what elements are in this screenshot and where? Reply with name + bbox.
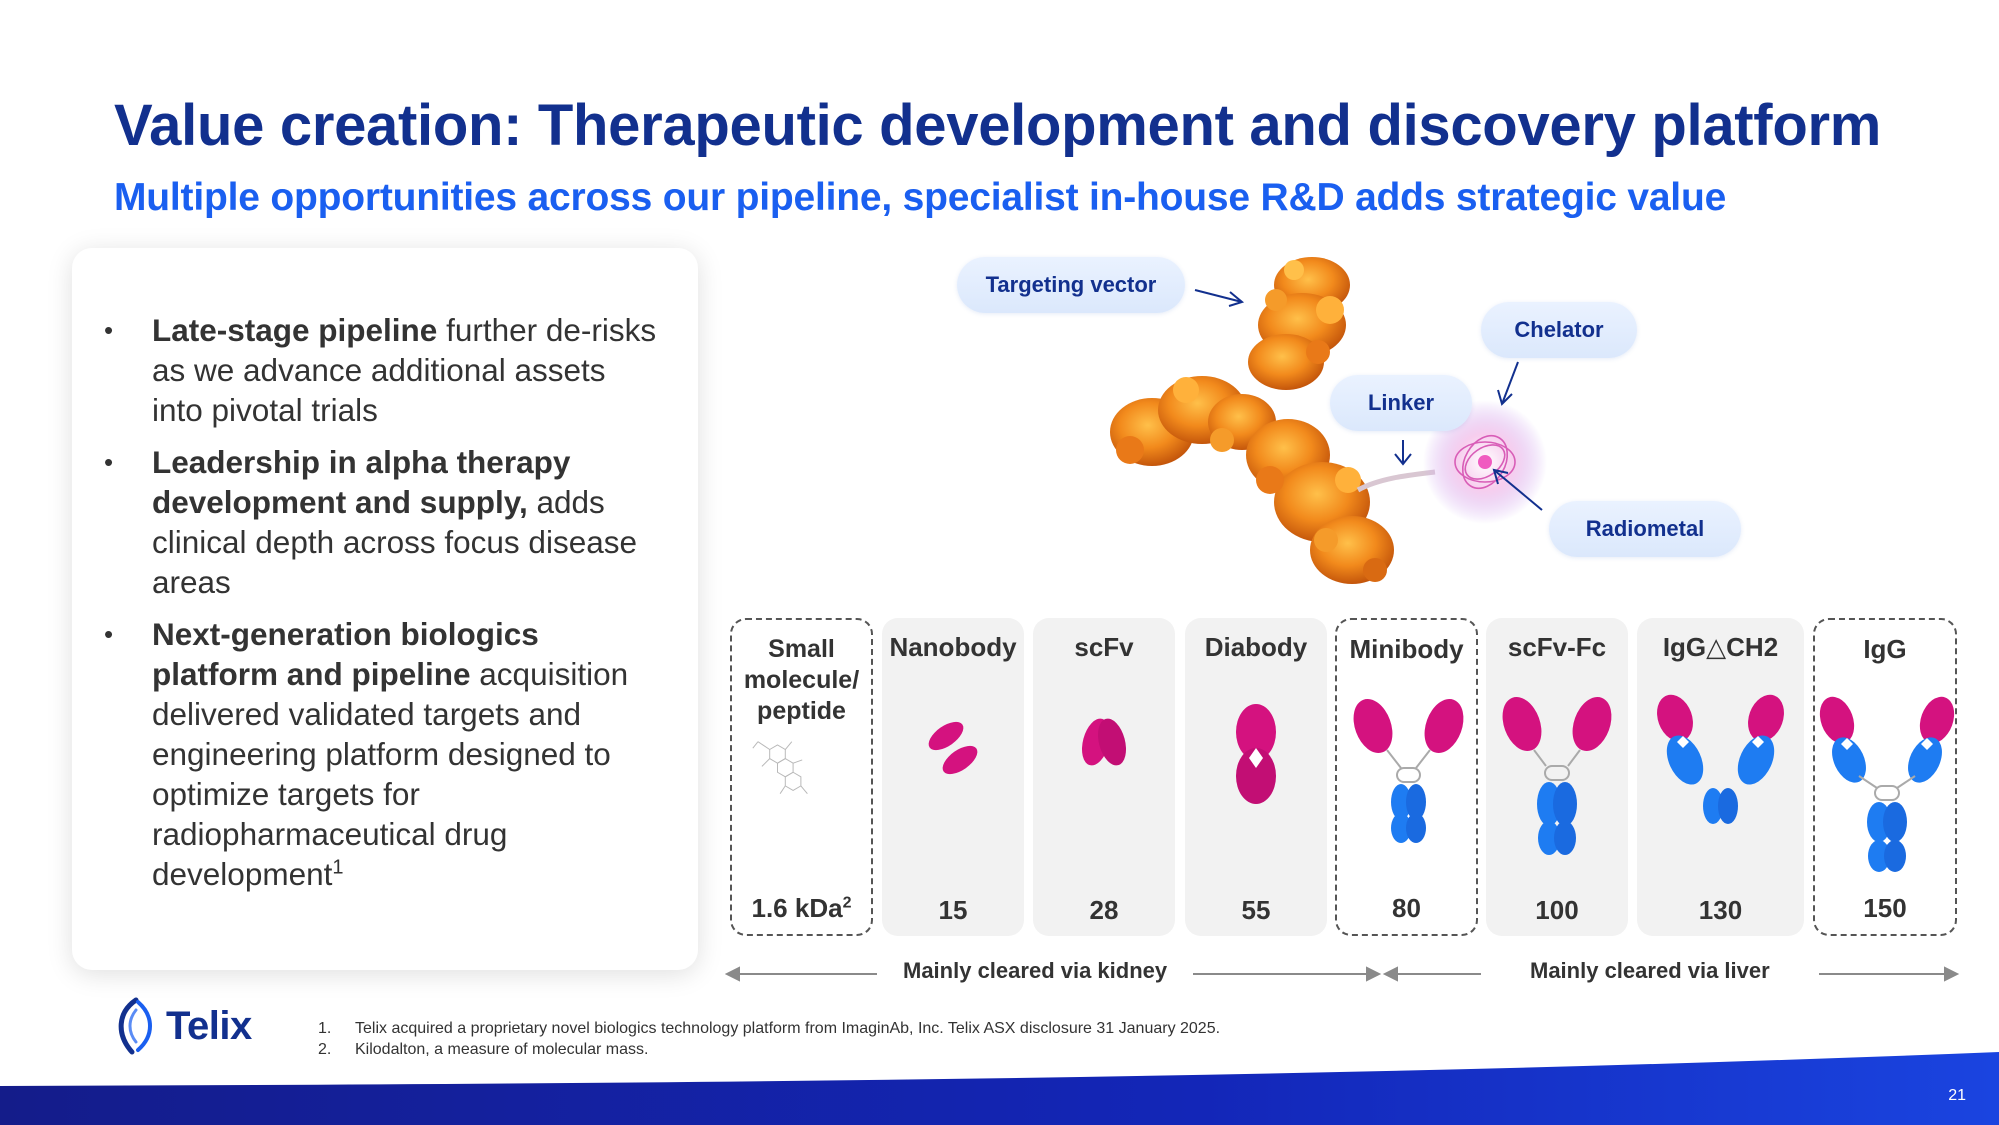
liver-clearance-label: Mainly cleared via liver: [1530, 958, 1770, 983]
format-card-diabody: Diabody 55: [1185, 618, 1327, 936]
bullet-text: Leadership in alpha therapy development …: [152, 442, 662, 602]
linker-strand: [1356, 469, 1436, 493]
bullet-text: Late-stage pipeline further de-risks as …: [152, 310, 662, 430]
format-size: 15: [938, 895, 968, 925]
bullet-item: • Late-stage pipeline further de-risks a…: [98, 310, 662, 430]
format-size: 55: [1241, 895, 1271, 925]
format-name: Diabody: [1204, 632, 1308, 662]
format-size: 100: [1535, 895, 1579, 925]
footnote-number: 2.: [318, 1041, 332, 1058]
footnote-number: 1.: [318, 1020, 332, 1037]
bullet-card: • Late-stage pipeline further de-risks a…: [72, 248, 698, 970]
format-size: 130: [1698, 895, 1743, 925]
minibody-icon: [1353, 698, 1464, 843]
bullet-rest: acquisition delivered validated targets …: [152, 656, 629, 892]
antibody-fc-region: [1246, 419, 1394, 584]
footnote-item: 1. Telix acquired a proprietary novel bi…: [318, 1018, 1220, 1039]
bullet-item: • Next-generation biologics platform and…: [98, 614, 662, 894]
format-card-nanobody: Nanobody 15: [882, 618, 1024, 936]
bullet-bold: Leadership in alpha therapy development …: [152, 444, 571, 520]
format-name: IgG: [1863, 634, 1907, 664]
nanobody-icon: [928, 721, 978, 775]
format-card-igg: IgG 150: [1813, 618, 1957, 936]
telix-logo-text: Telix: [166, 1003, 252, 1048]
format-name: Minibody: [1349, 634, 1464, 664]
kidney-clearance-label: Mainly cleared via kidney: [903, 958, 1168, 983]
page-subtitle: Multiple opportunities across our pipeli…: [114, 176, 1727, 219]
footnote-ref: 1: [332, 856, 344, 879]
format-card-scfv-fc: scFv-Fc 100: [1486, 618, 1628, 936]
bullet-item: • Leadership in alpha therapy developmen…: [98, 442, 662, 602]
antibody-format-row: Small molecule/ peptide 1.6 kDa2 Nanobod…: [730, 618, 1960, 940]
footnote-text: Telix acquired a proprietary novel biolo…: [355, 1020, 1221, 1037]
bullet-dot: •: [104, 447, 114, 477]
bullet-rest: further de-risks as we advance additiona…: [152, 312, 657, 428]
format-size: 28: [1089, 895, 1119, 925]
format-size: 80: [1392, 893, 1421, 923]
scfv-fc-icon: [1502, 696, 1612, 855]
bullet-dot: •: [104, 619, 114, 649]
format-card-small-molecule: Small molecule/ peptide 1.6 kDa2: [730, 618, 873, 936]
format-size-value: 1.6 kDa: [751, 893, 843, 923]
format-card-igg-dch2: IgG△CH2 130: [1637, 618, 1804, 936]
format-name: IgG△CH2: [1662, 632, 1779, 662]
format-size: 1.6 kDa2: [732, 893, 871, 924]
format-name: scFv: [1074, 632, 1134, 662]
page-title: Value creation: Therapeutic development …: [114, 93, 1881, 158]
antibody-left-arm: [1110, 376, 1276, 466]
igg-dch2-icon: [1657, 694, 1784, 824]
telix-logo-mark-icon: [118, 997, 152, 1055]
bullet-text: Next-generation biologics platform and p…: [152, 614, 662, 894]
bullet-dot: •: [104, 315, 114, 345]
small-molecule-icon: [752, 741, 808, 795]
antibody-molecule-illustration: [1110, 257, 1547, 584]
bullet-rest: adds clinical depth across focus disease…: [152, 484, 638, 600]
telix-logo: Telix: [112, 996, 252, 1056]
format-name: Small molecule/ peptide: [743, 635, 860, 725]
bullet-bold: Next-generation biologics platform and p…: [152, 616, 539, 692]
scfv-icon: [1081, 718, 1127, 766]
label-targeting-vector: Targeting vector: [957, 257, 1185, 313]
diabody-icon: [1236, 704, 1276, 804]
footnote-text: Kilodalton, a measure of molecular mass.: [355, 1041, 649, 1058]
format-name: Nanobody: [889, 632, 1017, 662]
label-linker: Linker: [1330, 375, 1472, 431]
footer-band: [0, 1052, 1999, 1125]
label-radiometal: Radiometal: [1549, 501, 1741, 557]
footnotes: 1. Telix acquired a proprietary novel bi…: [318, 1018, 1220, 1060]
igg-icon: [1819, 696, 1955, 872]
radiometal-core: [1478, 455, 1492, 469]
format-card-minibody: Minibody 80: [1335, 618, 1478, 936]
footnote-ref: 2: [842, 894, 852, 912]
format-name: scFv-Fc: [1507, 632, 1607, 662]
antibody-top-arm: [1248, 257, 1350, 390]
format-size: 150: [1863, 893, 1907, 923]
bullet-bold: Late-stage pipeline: [152, 312, 438, 348]
format-card-scfv: scFv 28: [1033, 618, 1175, 936]
pointer-arrows: [1194, 289, 1543, 511]
footnote-item: 2. Kilodalton, a measure of molecular ma…: [318, 1039, 1220, 1060]
label-chelator: Chelator: [1481, 302, 1637, 358]
clearance-arrows: [725, 966, 1960, 982]
page-number: 21: [1948, 1087, 1966, 1104]
